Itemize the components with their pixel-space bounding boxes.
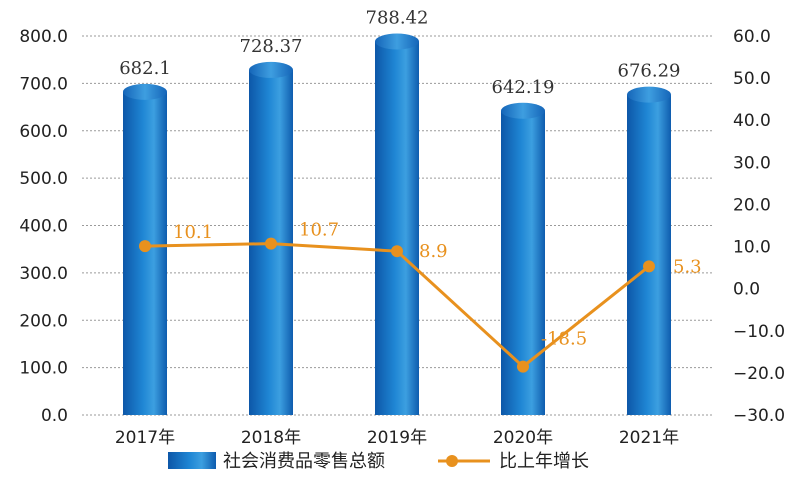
right-tick-label: 20.0 [733,195,771,215]
line-value-label: 5.3 [673,256,702,277]
bar-series: 682.1 728.37 788.42 642.19 676.29 [119,7,681,416]
bar-body [627,94,671,416]
bar-cap [501,102,545,119]
right-axis: −30.0 −20.0 −10.0 0.0 10.0 20.0 30.0 40.0 50.0 60… [733,27,785,426]
legend-line-label: 比上年增长 [499,451,589,472]
line-value-label: -18.5 [541,329,587,350]
bar-body [123,91,167,415]
category-label: 2019年 [367,428,427,448]
left-tick-label: 100.0 [19,359,68,379]
bar-cap [627,86,671,103]
bar-value-label: 642.19 [492,77,555,98]
line-series: 10.1 10.7 8.9 -18.5 5.3 [139,220,702,373]
line-value-label: 8.9 [419,241,448,262]
bar: 728.37 [240,36,303,415]
line-point [391,245,403,258]
bar: 642.19 [492,77,555,416]
left-axis: 0.0 100.0 200.0 300.0 400.0 500.0 600.0 700.0 80… [19,27,68,426]
line-point [643,260,655,273]
left-tick-label: 500.0 [19,169,68,189]
left-tick-label: 0.0 [41,406,68,426]
left-tick-label: 200.0 [19,311,68,331]
right-tick-label: −20.0 [733,364,785,384]
category-label: 2018年 [241,428,301,448]
bar-cap [123,83,167,100]
bar-value-label: 682.1 [119,58,171,79]
bar-cap [249,61,293,78]
right-tick-label: 60.0 [733,27,771,47]
legend-bar-label: 社会消费品零售总额 [223,451,385,472]
right-tick-label: 50.0 [733,69,771,89]
line-value-label: 10.7 [299,220,339,241]
line-point [517,360,529,373]
x-axis: 2017年 2018年 2019年 2020年 2021年 [115,428,679,448]
legend-line-marker [446,455,458,467]
right-tick-label: 30.0 [733,153,771,173]
bar: 788.42 [366,7,429,416]
category-label: 2021年 [619,428,679,448]
bar-value-label: 676.29 [618,61,681,82]
bar-cap [375,33,419,50]
left-tick-label: 600.0 [19,122,68,142]
gridlines [82,35,712,416]
left-tick-label: 700.0 [19,74,68,94]
line-point [139,240,151,253]
right-tick-label: −30.0 [733,406,785,426]
right-tick-label: 0.0 [733,280,760,300]
category-label: 2017年 [115,428,175,448]
left-tick-label: 300.0 [19,264,68,284]
left-tick-label: 400.0 [19,217,68,237]
left-tick-label: 800.0 [19,27,68,47]
legend-bar-swatch [168,452,216,469]
bar: 682.1 [119,58,171,415]
bar-value-label: 788.42 [366,7,429,28]
right-tick-label: 10.0 [733,238,771,258]
line-point [265,237,277,250]
bar-body [375,41,419,416]
line-value-label: 10.1 [173,222,213,243]
bar-value-label: 728.37 [240,36,303,57]
right-tick-label: 40.0 [733,111,771,131]
category-label: 2020年 [493,428,553,448]
bar: 676.29 [618,61,681,416]
right-tick-label: −10.0 [733,322,785,342]
legend: 社会消费品零售总额 比上年增长 [168,451,589,472]
